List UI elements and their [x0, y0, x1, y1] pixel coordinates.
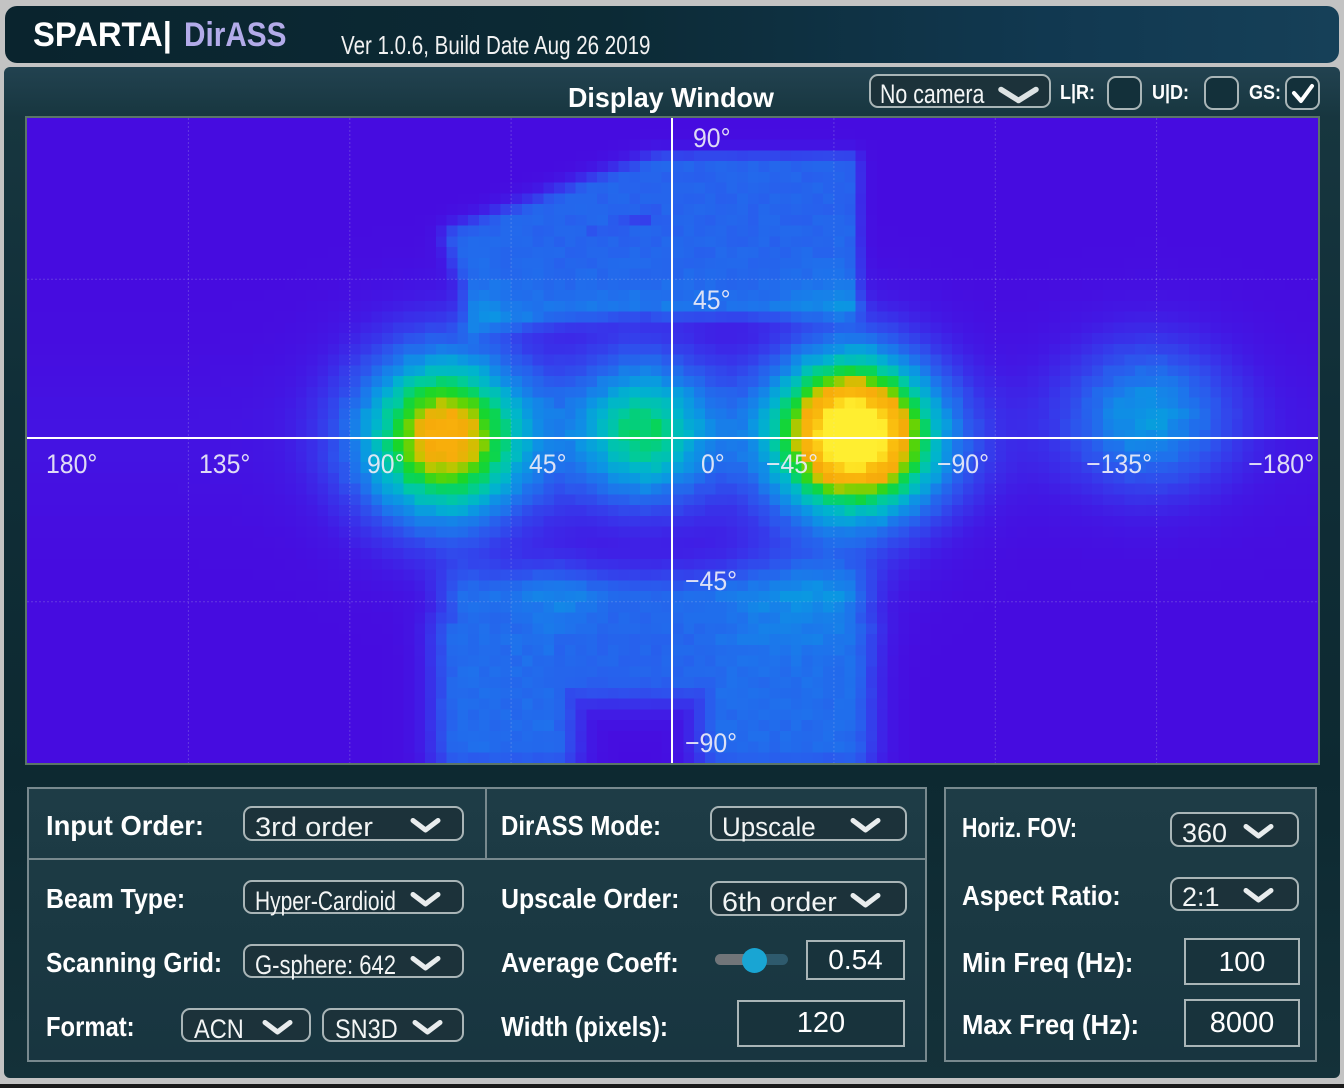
- svg-text:0°: 0°: [701, 450, 725, 479]
- svg-text:−135°: −135°: [1086, 450, 1152, 479]
- svg-text:−180°: −180°: [1248, 450, 1314, 479]
- svg-text:90°: 90°: [367, 450, 405, 479]
- svg-text:135°: 135°: [199, 450, 250, 479]
- svg-text:−45°: −45°: [766, 450, 818, 479]
- svg-text:45°: 45°: [529, 450, 567, 479]
- svg-text:−90°: −90°: [937, 450, 989, 479]
- svg-text:−45°: −45°: [685, 567, 737, 596]
- svg-text:45°: 45°: [693, 286, 731, 315]
- svg-text:−90°: −90°: [685, 729, 737, 758]
- svg-text:180°: 180°: [46, 450, 97, 479]
- svg-text:90°: 90°: [693, 124, 731, 153]
